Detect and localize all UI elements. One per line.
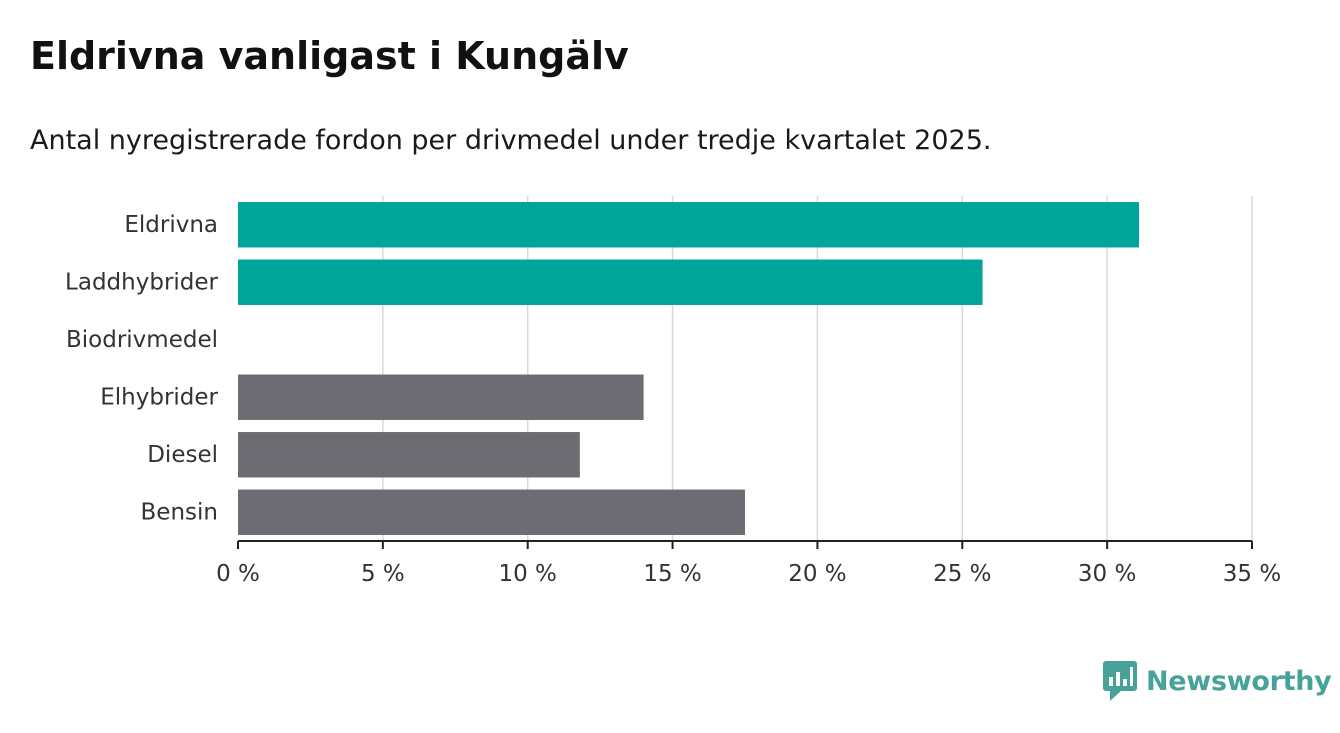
bar-elhybrider [238, 374, 644, 420]
category-label: Laddhybrider [65, 269, 218, 295]
chart-title: Eldrivna vanligast i Kungälv [30, 34, 629, 78]
bar-chart-speech-bubble-icon [1103, 661, 1137, 701]
x-tick-label: 20 % [788, 561, 846, 587]
x-axis: 0 % 5 % 10 % 15 % 20 % 25 % 30 % 35 % [216, 540, 1281, 587]
x-tick-label: 25 % [933, 561, 991, 587]
bar-laddhybrider [238, 259, 983, 305]
category-label: Elhybrider [100, 384, 218, 410]
x-tick-label: 30 % [1078, 561, 1136, 587]
category-label: Diesel [147, 442, 218, 468]
category-label: Eldrivna [124, 212, 218, 238]
bar-eldrivna [238, 202, 1140, 248]
newsworthy-brand: Newsworthy [1102, 660, 1332, 702]
gridlines [382, 196, 1253, 541]
category-labels: Eldrivna Laddhybrider Biodrivmedel Elhybrid… [65, 212, 218, 526]
x-tick-label: 5 % [361, 561, 405, 587]
bar-chart: 0 % 5 % 10 % 15 % 20 % 25 % 30 % 35 % Eldrivna L… [65, 196, 1281, 587]
category-label: Bensin [141, 499, 218, 525]
category-label: Biodrivmedel [66, 327, 218, 353]
x-tick-label: 10 % [498, 561, 556, 587]
x-tick-label: 15 % [643, 561, 701, 587]
chart-subtitle: Antal nyregistrerade fordon per drivmede… [30, 125, 992, 156]
x-tick-label: 0 % [216, 561, 260, 587]
bar-diesel [238, 432, 580, 478]
bar-bensin [238, 489, 745, 535]
bars [238, 202, 1140, 535]
x-tick-label: 35 % [1223, 561, 1281, 587]
brand-name: Newsworthy [1146, 665, 1332, 697]
